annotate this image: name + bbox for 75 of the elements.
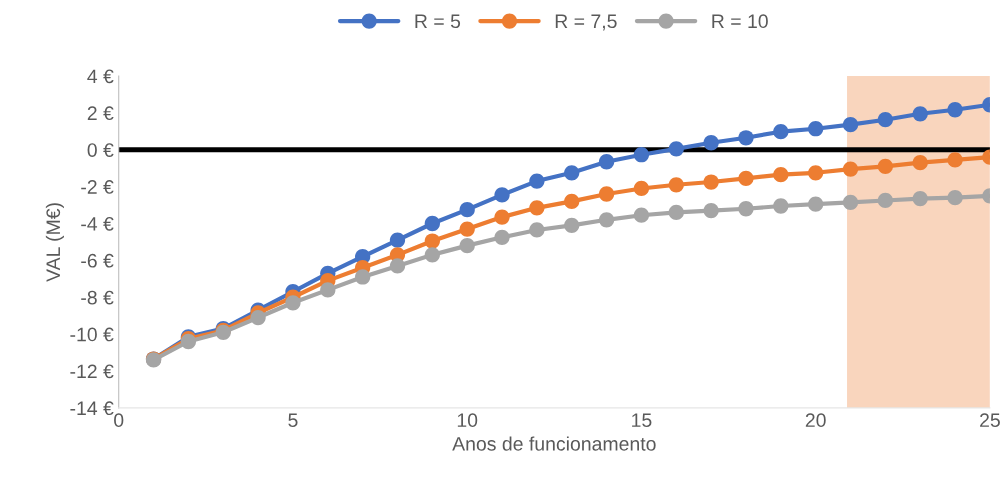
- point: [877, 192, 893, 209]
- y-tick-label: -8 €: [81, 290, 114, 305]
- point: [459, 221, 475, 237]
- point: [668, 141, 684, 157]
- y-tick-label: 2 €: [87, 106, 114, 121]
- point: [598, 212, 615, 228]
- legend-label: R = 10: [712, 14, 768, 29]
- legend-label: R = 7,5: [555, 14, 617, 31]
- point: [668, 177, 684, 193]
- point: [703, 202, 719, 219]
- point: [842, 194, 859, 210]
- point: [424, 215, 440, 232]
- point: [633, 207, 650, 223]
- y-tick-label: -2 €: [81, 180, 114, 194]
- point: [912, 190, 928, 207]
- y-tick-label: -14 €: [70, 401, 114, 416]
- x-tick-label: 10: [457, 413, 478, 428]
- point: [668, 204, 684, 221]
- point: [459, 202, 475, 218]
- point: [529, 222, 545, 238]
- point: [459, 237, 475, 254]
- point: [842, 117, 859, 133]
- point: [877, 158, 893, 174]
- x-tick-label: 25: [980, 413, 1000, 428]
- point: [808, 121, 824, 137]
- point: [389, 258, 406, 274]
- y-tick-label: -10 €: [70, 327, 114, 342]
- point: [494, 209, 510, 225]
- point: [389, 232, 406, 248]
- point: [842, 161, 859, 177]
- point: [808, 196, 824, 212]
- point: [529, 173, 545, 189]
- point: [773, 124, 789, 140]
- x-tick-label: 15: [632, 413, 652, 428]
- point: [808, 165, 824, 181]
- point: [738, 201, 754, 217]
- y-tick-label: 4 €: [87, 69, 114, 84]
- point: [285, 295, 301, 311]
- point: [494, 187, 510, 203]
- point: [564, 165, 580, 181]
- legend-label: R = 5: [415, 14, 461, 29]
- point: [703, 135, 719, 151]
- point: [633, 147, 650, 163]
- point: [773, 198, 789, 214]
- point: [773, 167, 789, 183]
- point: [598, 154, 615, 170]
- point: [947, 102, 963, 118]
- point: [703, 174, 719, 190]
- point: [947, 190, 963, 206]
- point: [738, 130, 754, 146]
- point: [529, 200, 545, 216]
- point: [355, 269, 371, 285]
- y-tick-label: -4 €: [81, 216, 114, 231]
- point: [564, 193, 580, 210]
- x-tick-label: 20: [805, 413, 826, 428]
- point: [424, 233, 440, 249]
- x-tick-label: 0: [114, 413, 124, 428]
- point: [633, 180, 650, 197]
- point: [494, 229, 510, 245]
- point: [738, 170, 754, 186]
- y-axis-title: VAL (M€): [45, 203, 64, 282]
- point: [598, 186, 615, 202]
- y-tick-label: 0 €: [87, 143, 114, 157]
- point: [947, 152, 963, 168]
- point: [564, 217, 580, 233]
- x-axis-title: Anos de funcionamento: [452, 436, 656, 451]
- y-tick-label: -6 €: [81, 253, 114, 268]
- y-tick-label: -12 €: [70, 364, 114, 379]
- point: [250, 309, 266, 326]
- point: [912, 106, 928, 122]
- point: [877, 112, 893, 128]
- x-tick-label: 5: [288, 413, 298, 428]
- point: [424, 247, 440, 263]
- point: [912, 155, 928, 171]
- point: [320, 282, 336, 298]
